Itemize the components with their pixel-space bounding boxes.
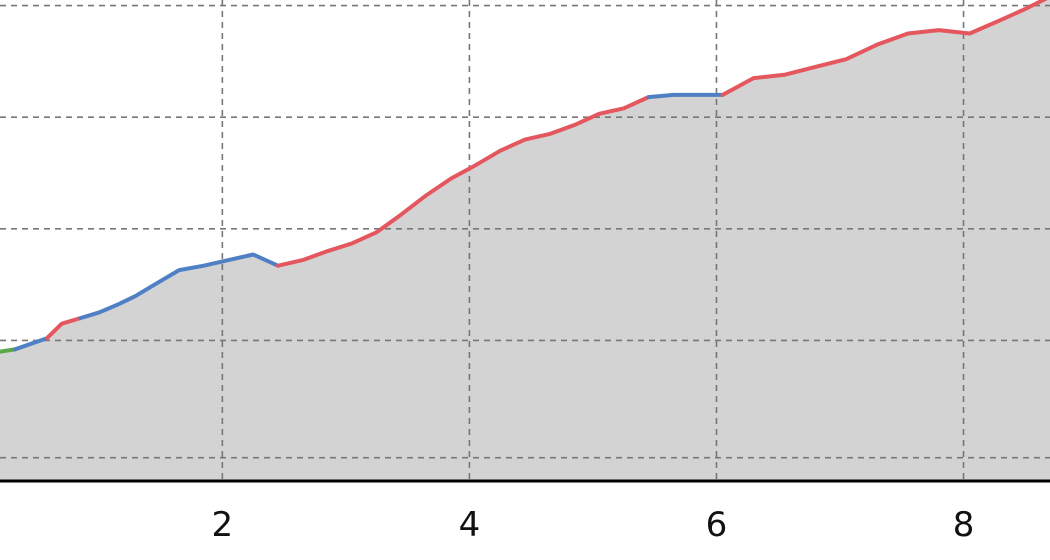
x-tick-label: 4: [459, 505, 481, 545]
x-tick-label: 6: [706, 505, 728, 545]
x-tick-label: 8: [953, 505, 975, 545]
series-line-segment: [12, 336, 49, 352]
x-tick-label: 2: [212, 505, 234, 545]
tick-label-layer: 2 4 6 8: [212, 505, 975, 545]
area-fill: [0, 0, 1050, 480]
series-line-segment: [78, 252, 280, 321]
series-line-segment: [275, 95, 651, 268]
series-line-segment: [646, 92, 725, 100]
area-fill-layer: [0, 0, 1050, 480]
grid-layer: [0, 0, 1050, 480]
series-line-segment: [44, 316, 83, 341]
series-line-segment: [720, 0, 1048, 97]
series-line-segment: [0, 347, 17, 354]
line-layer: [0, 0, 1048, 354]
